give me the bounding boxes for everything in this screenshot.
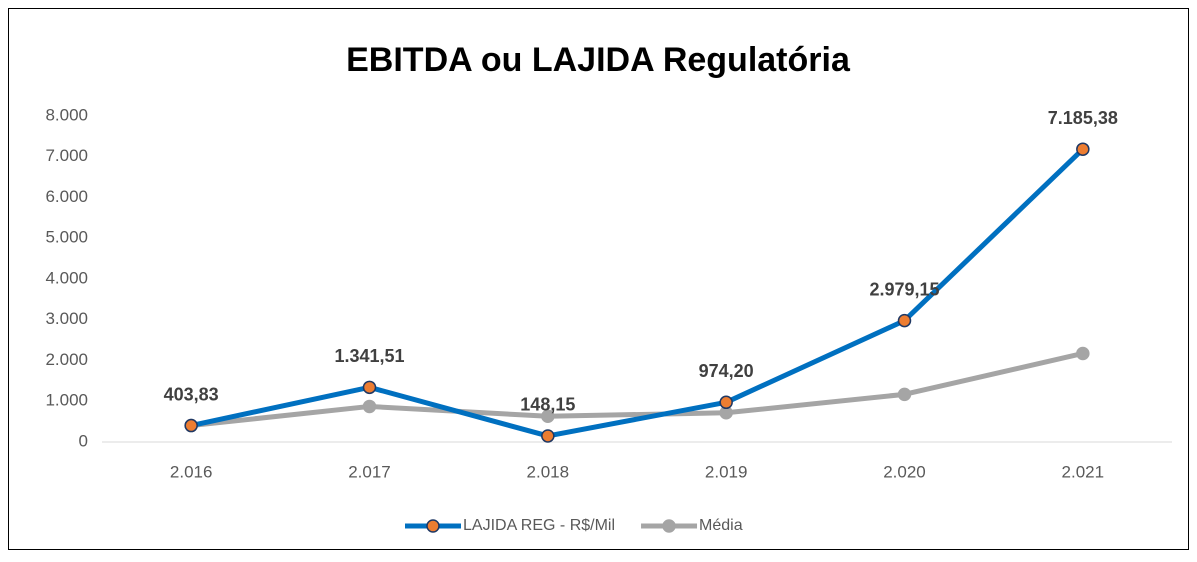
y-tick-label: 7.000	[45, 146, 88, 165]
x-tick-label: 2.016	[170, 462, 213, 481]
point	[719, 395, 733, 410]
point	[897, 387, 912, 402]
x-tick-label: 2.020	[883, 462, 926, 481]
data-label: 1.341,51	[334, 346, 404, 366]
y-tick-label: 0	[79, 431, 88, 450]
y-tick-label: 3.000	[45, 309, 88, 328]
y-tick-label: 2.000	[45, 350, 88, 369]
legend-marker	[662, 519, 676, 533]
point	[362, 380, 377, 395]
legend-label: LAJIDA REG - R$/Mil	[463, 517, 615, 534]
data-label: 148,15	[520, 395, 575, 415]
y-tick-label: 6.000	[45, 187, 88, 206]
x-tick-label: 2.018	[527, 462, 570, 481]
point	[1076, 142, 1090, 156]
point	[362, 399, 377, 414]
data-label: 974,20	[699, 361, 754, 381]
data-label: 7.185,38	[1048, 108, 1118, 128]
data-label: 2.979,15	[869, 279, 939, 299]
point	[184, 418, 198, 433]
data-label: 403,83	[164, 384, 219, 404]
x-tick-label: 2.021	[1062, 462, 1105, 481]
y-tick-label: 5.000	[45, 228, 88, 247]
legend-marker	[426, 519, 440, 533]
legend-label: Média	[699, 517, 743, 534]
point	[897, 313, 912, 328]
x-tick-label: 2.017	[348, 462, 391, 481]
point	[541, 429, 555, 443]
y-tick-label: 8.000	[45, 105, 88, 124]
series-line	[190, 351, 1084, 429]
point	[1076, 346, 1090, 361]
series-line	[190, 147, 1085, 439]
point	[541, 409, 555, 424]
y-tick-label: 1.000	[45, 391, 88, 410]
chart-title: EBITDA ou LAJIDA Regulatória	[346, 41, 851, 79]
y-tick-label: 4.000	[45, 268, 88, 287]
x-tick-label: 2.019	[705, 462, 748, 481]
chart-border	[8, 8, 1189, 550]
